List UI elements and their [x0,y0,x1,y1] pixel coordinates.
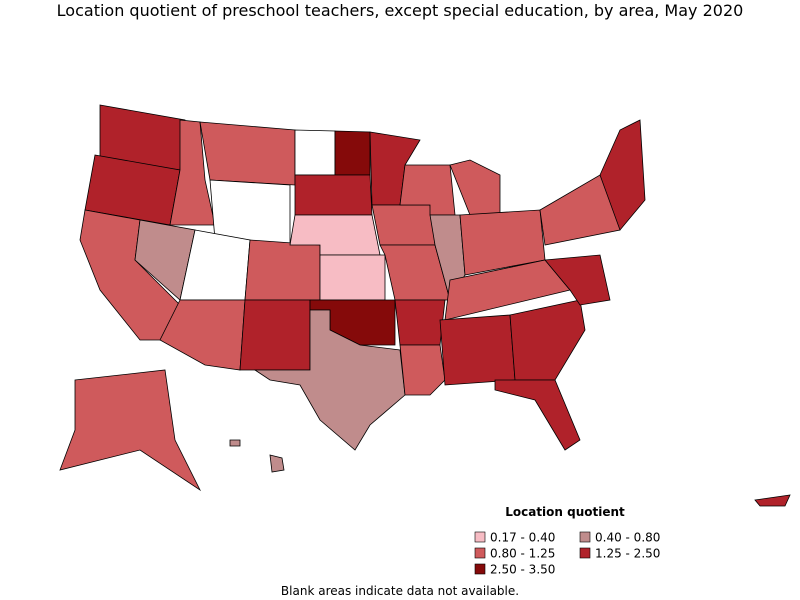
legend-swatch [474,531,486,543]
legend-swatch [474,563,486,575]
region [494,379,581,451]
legend-title: Location quotient [505,505,625,519]
region [371,204,436,246]
legend-label: 0.80 - 1.25 [490,547,555,561]
legend: Location quotient 0.17 - 0.40 0.40 - 0.80… [474,505,660,577]
region [294,129,336,176]
region [294,174,373,216]
map-title: Location quotient of preschool teachers,… [57,1,744,20]
region [754,494,791,507]
region [544,254,611,306]
legend-swatch [474,547,486,559]
footnote: Blank areas indicate data not available. [281,584,519,598]
region [509,299,586,381]
region [319,254,386,301]
region [59,369,202,492]
region [229,439,241,447]
region [244,239,321,301]
region [239,299,311,371]
region [269,454,285,473]
legend-swatch [579,547,591,559]
region [394,299,446,346]
legend-label: 1.25 - 2.50 [595,547,660,561]
legend-label: 0.17 - 0.40 [490,531,555,545]
region [599,119,646,231]
legend-label: 0.40 - 0.80 [595,531,660,545]
region [439,314,516,386]
region [253,309,406,451]
region [199,121,296,186]
region [334,130,371,176]
legend-label: 2.50 - 3.50 [490,563,555,577]
legend-swatch [579,531,591,543]
region [159,299,246,371]
us-map [59,104,791,507]
region [449,159,501,216]
region [399,344,446,396]
